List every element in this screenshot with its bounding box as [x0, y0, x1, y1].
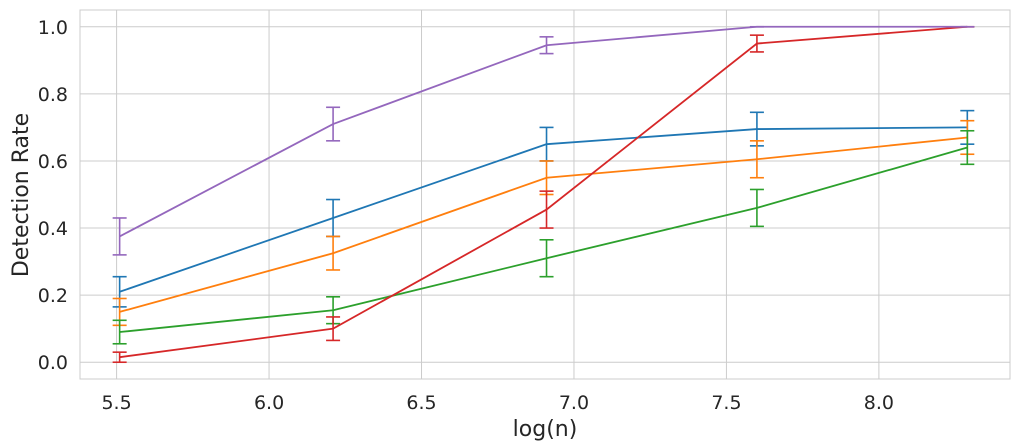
x-tick-label: 5.5: [101, 392, 131, 414]
series-layer: [112, 25, 975, 364]
series-purple: [112, 25, 975, 256]
x-tick-label: 7.5: [711, 392, 741, 414]
tick-labels: 5.5 6.0 6.5 7.0 7.5 8.0 0.0 0.2 0.4 0.6 0.8 1.0: [38, 17, 894, 414]
x-tick-label: 6.0: [254, 392, 284, 414]
series-green: [112, 129, 975, 345]
x-axis-label: log(n): [513, 417, 578, 442]
y-tick-label: 0.2: [38, 285, 68, 307]
y-axis-label: Detection Rate: [9, 113, 34, 277]
y-tick-label: 1.0: [38, 17, 68, 39]
y-tick-label: 0.0: [38, 352, 68, 374]
x-tick-label: 8.0: [864, 392, 894, 414]
x-tick-label: 6.5: [406, 392, 436, 414]
y-tick-label: 0.6: [38, 151, 68, 173]
y-tick-label: 0.8: [38, 84, 68, 106]
x-tick-label: 7.0: [559, 392, 589, 414]
y-tick-label: 0.4: [38, 218, 68, 240]
